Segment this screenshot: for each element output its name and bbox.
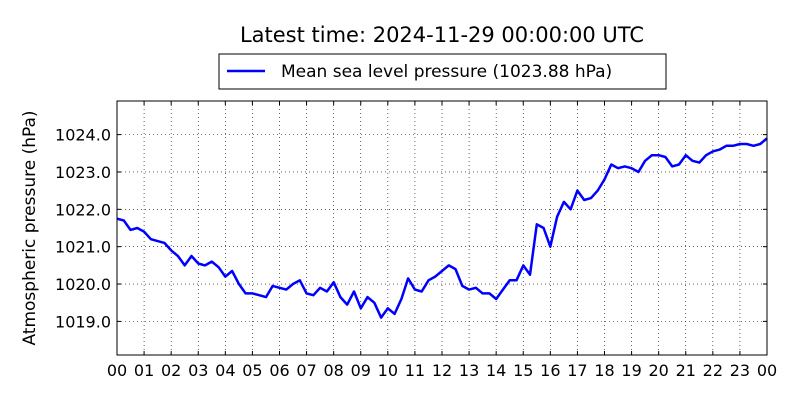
x-tick-label: 21 [676,361,696,380]
x-tick-label: 22 [703,361,723,380]
x-tick-label: 23 [730,361,750,380]
y-tick-label: 1022.0 [55,200,111,219]
x-tick-label: 13 [459,361,479,380]
legend: Mean sea level pressure (1023.88 hPa) [218,53,667,90]
x-tick-label: 07 [296,361,316,380]
x-tick-label: 00 [757,361,777,380]
y-tick-label: 1019.0 [55,312,111,331]
x-tick-label: 15 [513,361,533,380]
plot-frame [116,100,768,356]
series-group [116,137,768,319]
x-tick-label: 12 [432,361,452,380]
x-tick-label: 00 [107,361,127,380]
x-tick-label: 04 [215,361,235,380]
x-tick-label: 02 [161,361,181,380]
x-tick-label: 17 [567,361,587,380]
x-tick-label: 08 [323,361,343,380]
y-tick-label: 1020.0 [55,275,111,294]
y-tick-label: 1024.0 [55,126,111,145]
series-line [116,137,768,319]
x-tick-label: 06 [269,361,289,380]
y-axis-label: Atmospheric pressure (hPa) [20,110,40,345]
legend-label: Mean sea level pressure (1023.88 hPa) [281,62,612,82]
y-tick-label: 1021.0 [55,238,111,257]
ticks: 00 01 02 03 04 05 06 07 08 09 10 11 12 13 14 15 16 17 18 19… [55,101,777,380]
x-tick-label: 01 [134,361,154,380]
x-tick-label: 05 [242,361,262,380]
x-tick-label: 16 [540,361,560,380]
x-tick-label: 03 [188,361,208,380]
chart-title: Latest time: 2024-11-29 00:00:00 UTC [240,23,644,47]
x-tick-label: 10 [378,361,398,380]
grid [117,101,767,355]
legend-box [218,53,667,90]
y-tick-label: 1023.0 [55,163,111,182]
x-tick-label: 20 [648,361,668,380]
x-tick-label: 14 [486,361,506,380]
x-tick-label: 11 [405,361,425,380]
x-tick-label: 09 [351,361,371,380]
x-tick-label: 18 [594,361,614,380]
x-tick-label: 19 [621,361,641,380]
